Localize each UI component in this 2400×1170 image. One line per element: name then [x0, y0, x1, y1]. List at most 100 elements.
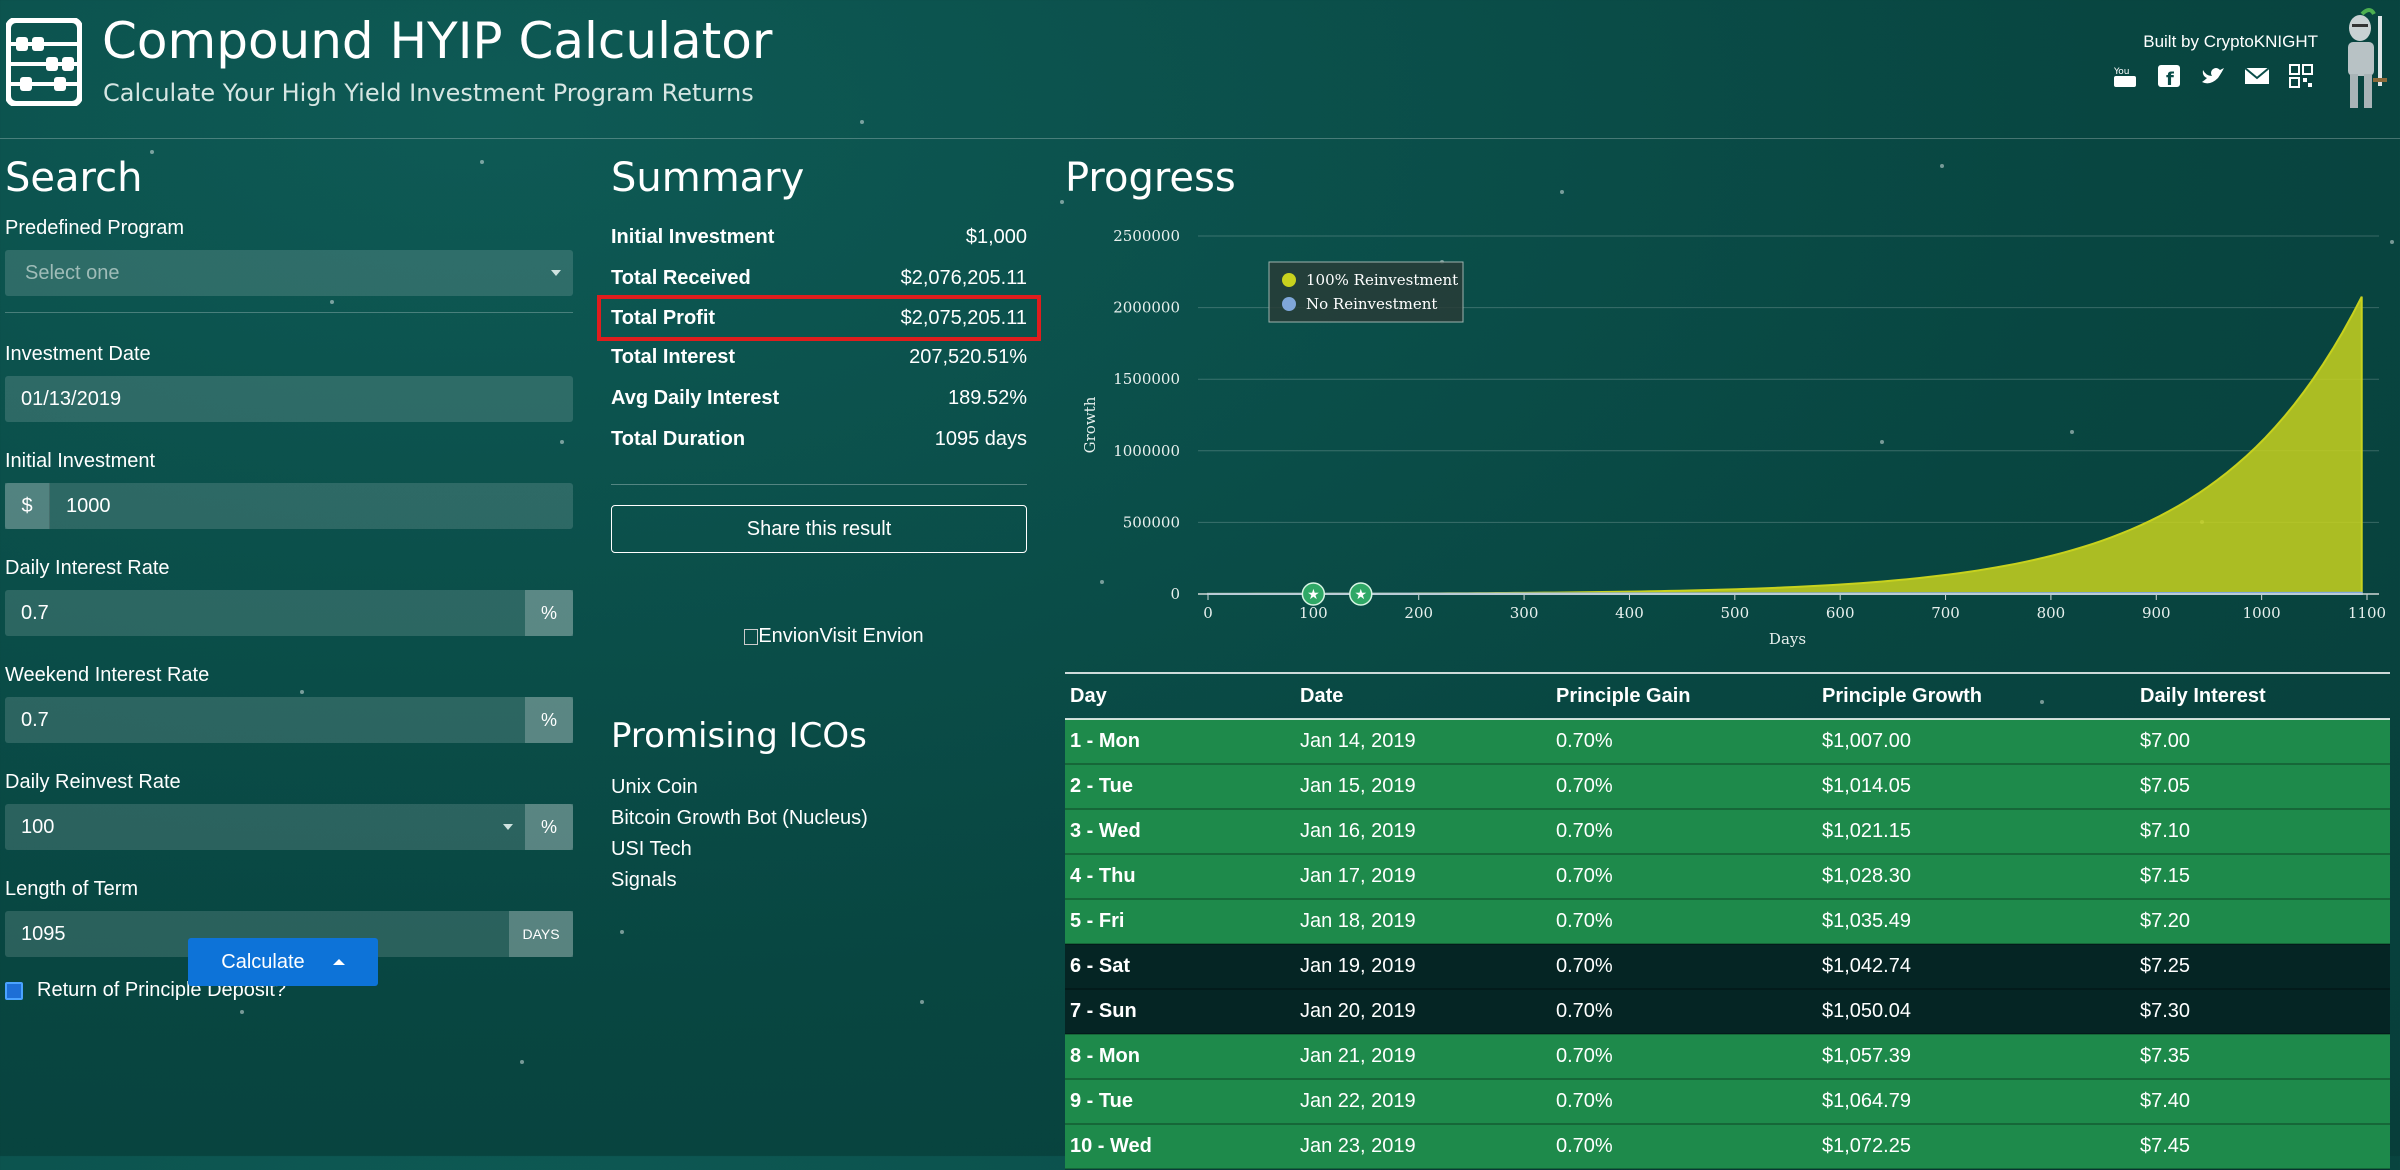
cell-day: 8 - Mon [1065, 1034, 1295, 1080]
reinvest-rate-select[interactable]: 100 % [5, 804, 573, 850]
knight-mascot-icon [2348, 8, 2387, 108]
x-tick-label: 1000 [2243, 604, 2281, 622]
cell-gain: 0.70% [1551, 1034, 1817, 1080]
app-title: Compound HYIP Calculator [102, 12, 773, 70]
x-tick-label: 900 [2142, 604, 2171, 622]
ico-link[interactable]: Unix Coin [611, 776, 698, 798]
cell-date: Jan 18, 2019 [1295, 899, 1551, 945]
chevron-down-icon [503, 824, 513, 830]
star-decoration [330, 300, 334, 304]
weekend-interest-input[interactable]: 0.7 % [5, 697, 573, 743]
cell-interest: $7.45 [2135, 1124, 2390, 1170]
qr-code-icon[interactable] [2288, 64, 2314, 88]
cell-day: 10 - Wed [1065, 1124, 1295, 1170]
summary-value: $2,076,205.11 [900, 267, 1027, 289]
y-axis-label: Growth [1081, 396, 1099, 453]
envion-link-text: Visit Envion [819, 625, 924, 647]
table-row: 6 - Sat Jan 19, 2019 0.70% $1,042.74 $7.25 [1065, 944, 2390, 990]
investment-date-input[interactable]: 01/13/2019 [5, 376, 573, 422]
percent-addon: % [525, 804, 573, 850]
facebook-icon[interactable]: f [2156, 64, 2182, 90]
summary-divider [611, 484, 1027, 485]
x-axis-label: Days [1769, 630, 1806, 648]
growth-chart: 0 500000 1000000 1500000 2000000 2500000 0 100 2… [1081, 227, 2386, 648]
cell-date: Jan 23, 2019 [1295, 1124, 1551, 1170]
star-decoration [2390, 240, 2394, 244]
legend-swatch [1282, 297, 1296, 311]
cell-gain: 0.70% [1551, 719, 1817, 765]
days-addon: DAYS [509, 911, 573, 957]
progress-table: Day Date Principle Gain Principle Growth… [1065, 672, 2390, 1170]
youtube-icon[interactable]: You [2112, 64, 2138, 88]
summary-value: 1095 days [934, 428, 1027, 450]
legend-label: 100% Reinvestment [1306, 271, 1458, 289]
summary-value: $2,075,205.11 [900, 306, 1027, 329]
cell-growth: $1,007.00 [1817, 719, 2135, 765]
mail-icon[interactable] [2244, 64, 2270, 88]
cell-date: Jan 16, 2019 [1295, 809, 1551, 855]
summary-row-received: Total Received $2,076,205.11 [611, 258, 1027, 299]
built-by-text: Built by CryptoKNIGHT [2143, 32, 2318, 51]
investment-date-value: 01/13/2019 [21, 387, 122, 410]
x-tick-label: 300 [1510, 604, 1539, 622]
ico-list: Unix Coin Bitcoin Growth Bot (Nucleus) U… [611, 772, 1027, 896]
table-row: 3 - Wed Jan 16, 2019 0.70% $1,021.15 $7.10 [1065, 809, 2390, 855]
summary-value: 189.52% [948, 387, 1027, 409]
series-area [1207, 296, 2363, 595]
initial-investment-input[interactable]: $ 1000 [5, 483, 573, 529]
cell-date: Jan 20, 2019 [1295, 989, 1551, 1035]
progress-title: Progress [1065, 155, 1236, 201]
y-tick-label: 500000 [1123, 513, 1180, 531]
promising-icos-title: Promising ICOs [611, 716, 867, 756]
cell-interest: $7.15 [2135, 854, 2390, 900]
search-title: Search [5, 155, 143, 201]
y-tick-label: 0 [1170, 585, 1180, 603]
summary-value: $1,000 [965, 226, 1027, 248]
star-decoration [560, 440, 564, 444]
cell-day: 6 - Sat [1065, 944, 1295, 990]
daily-interest-value: 0.7 [21, 601, 49, 624]
table-row: 7 - Sun Jan 20, 2019 0.70% $1,050.04 $7.30 [1065, 989, 2390, 1035]
cell-interest: $7.10 [2135, 809, 2390, 855]
envion-ad-link[interactable]: EnvionVisit Envion [611, 625, 1027, 648]
progress-panel: Progress [1065, 155, 2390, 217]
ico-link[interactable]: Bitcoin Growth Bot (Nucleus) [611, 807, 868, 829]
cell-gain: 0.70% [1551, 764, 1817, 810]
summary-row-profit-highlighted: Total Profit $2,075,205.11 [597, 295, 1041, 341]
predefined-program-select[interactable]: Select one [5, 250, 573, 296]
envion-image-alt: Envion [758, 625, 820, 647]
checkbox-icon[interactable] [5, 981, 23, 1000]
star-decoration [240, 1010, 244, 1014]
summary-key: Total Duration [611, 428, 746, 450]
star-decoration [520, 1060, 524, 1064]
cell-date: Jan 14, 2019 [1295, 719, 1551, 765]
calculate-button[interactable]: Calculate [188, 938, 378, 986]
star-decoration [150, 150, 154, 154]
cell-interest: $7.05 [2135, 764, 2390, 810]
cell-growth: $1,014.05 [1817, 764, 2135, 810]
cell-day: 1 - Mon [1065, 719, 1295, 765]
cell-day: 5 - Fri [1065, 899, 1295, 945]
star-decoration [620, 930, 624, 934]
cell-interest: $7.40 [2135, 1079, 2390, 1125]
summary-key: Total Profit [611, 306, 716, 329]
twitter-icon[interactable] [2200, 64, 2226, 88]
ico-link[interactable]: Signals [611, 869, 677, 891]
cell-date: Jan 22, 2019 [1295, 1079, 1551, 1125]
cell-gain: 0.70% [1551, 1079, 1817, 1125]
summary-key: Total Interest [611, 346, 736, 368]
col-header-gain: Principle Gain [1551, 672, 1817, 720]
summary-row-initial: Initial Investment $1,000 [611, 217, 1027, 258]
caret-up-icon [332, 959, 345, 965]
cell-day: 7 - Sun [1065, 989, 1295, 1035]
legend-swatch [1282, 273, 1296, 287]
share-result-button[interactable]: Share this result [611, 505, 1027, 553]
y-tick-label: 2500000 [1113, 227, 1180, 245]
chart-legend [1268, 261, 1464, 323]
abacus-logo-icon [6, 18, 82, 106]
ico-link[interactable]: USI Tech [611, 838, 692, 860]
cell-gain: 0.70% [1551, 899, 1817, 945]
search-divider [5, 312, 573, 313]
daily-interest-input[interactable]: 0.7 % [5, 590, 573, 636]
app-subtitle: Calculate Your High Yield Investment Pro… [103, 79, 754, 107]
